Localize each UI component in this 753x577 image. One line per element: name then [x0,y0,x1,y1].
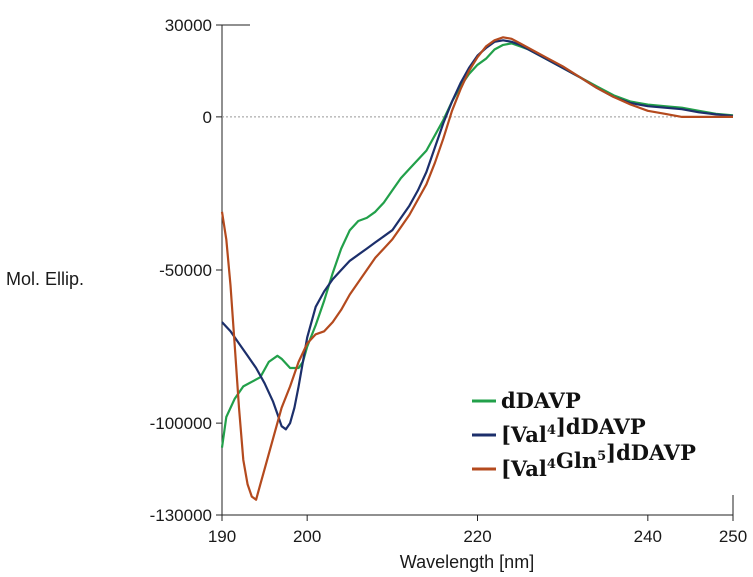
chart-legend: dDAVP[Val4]dDAVP[Val4Gln5]dDAVP [472,388,696,481]
y-axis-title: Mol. Ellip. [6,269,84,289]
x-tick-label: 220 [463,527,491,546]
x-tick-label: 200 [293,527,321,546]
x-tick-label: 190 [208,527,236,546]
y-tick-label: 30000 [165,16,212,35]
x-axis-ticks: 190 200 220 240 250 [208,515,747,546]
series-layer [220,36,734,501]
y-axis-ticks: 30000 0 -50000 -100000 -130000 [150,16,222,525]
y-tick-label: -50000 [159,261,212,280]
y-tick-label: -130000 [150,506,212,525]
y-tick-label: 0 [203,108,212,127]
x-tick-label: 250 [719,527,747,546]
y-tick-label: -100000 [150,414,212,433]
legend-label: dDAVP [501,388,581,413]
x-tick-label: 240 [634,527,662,546]
series-line-2 [220,36,733,501]
x-axis-title: Wavelength [nm] [400,552,534,572]
legend-label: [Val4]dDAVP [501,414,646,447]
legend-label: [Val4Gln5]dDAVP [501,440,696,481]
series-line-1 [221,39,734,431]
